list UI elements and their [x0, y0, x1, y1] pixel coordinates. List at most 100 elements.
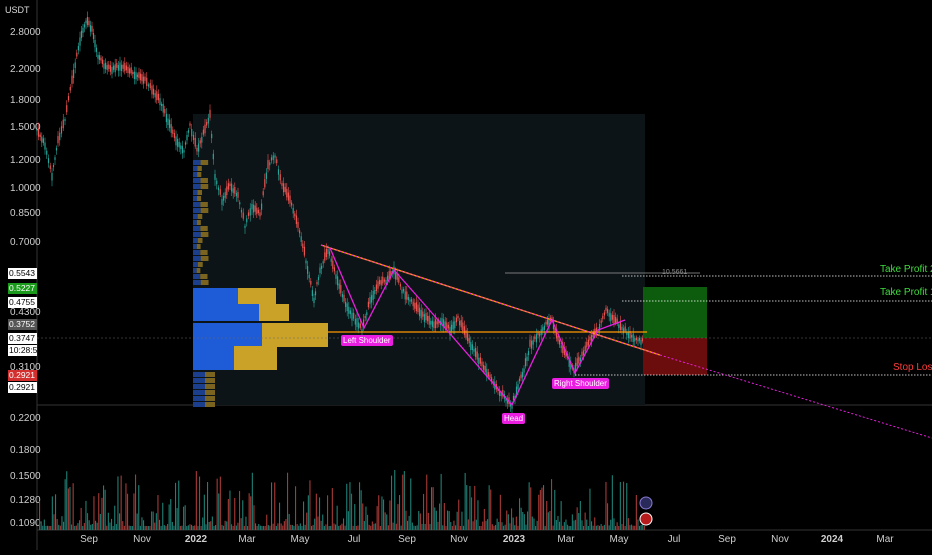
volume-bar — [471, 497, 473, 530]
volume-bar — [115, 524, 117, 530]
candle-body — [420, 309, 422, 319]
volume-bar — [424, 523, 426, 530]
candle-body — [172, 129, 174, 134]
price-tick-label: 0.7000 — [10, 237, 41, 248]
candle-body — [539, 333, 541, 337]
volume-bar — [611, 475, 613, 530]
volume-bar — [400, 525, 402, 530]
volume-bar — [607, 503, 609, 530]
volume-bar — [632, 525, 634, 530]
candle-body — [417, 304, 419, 313]
candle-body — [600, 320, 602, 324]
candle-body — [471, 344, 473, 351]
candle-body — [332, 260, 334, 269]
volume-bar — [435, 510, 437, 530]
volume-bar — [211, 516, 213, 530]
volume-bar — [392, 522, 394, 530]
volume-bar — [562, 525, 564, 530]
candle-body — [431, 320, 433, 327]
volume-profile-slice — [196, 268, 201, 273]
volume-bar — [168, 504, 170, 530]
volume-bar — [335, 524, 337, 530]
volume-bar — [411, 522, 413, 530]
volume-bar — [459, 525, 461, 530]
volume-bar — [408, 515, 410, 530]
candle-body — [616, 318, 618, 324]
volume-bar — [621, 524, 623, 530]
volume-bar — [299, 523, 301, 530]
candle-body — [599, 323, 601, 331]
candle-body — [545, 321, 547, 325]
volume-bar — [594, 517, 596, 530]
volume-profile-slice — [205, 372, 215, 377]
volume-bar — [207, 482, 209, 530]
volume-bar — [539, 490, 541, 530]
price-label: 0.2921 — [8, 382, 37, 393]
candle-body — [626, 331, 628, 335]
volume-bar — [487, 519, 489, 530]
candle-body — [615, 316, 617, 323]
volume-bar — [274, 482, 276, 530]
candle-body — [73, 69, 75, 79]
candle-body — [237, 192, 239, 198]
volume-bar — [346, 483, 348, 530]
volume-profile-slice — [193, 262, 198, 267]
volume-bar — [167, 524, 169, 530]
candle-body — [209, 109, 211, 118]
candle-body — [229, 183, 231, 187]
candle-body — [310, 280, 312, 285]
candle-body — [125, 65, 127, 71]
volume-profile-slice — [193, 250, 201, 255]
candle-body — [631, 335, 633, 338]
volume-bar — [205, 524, 207, 530]
candle-body — [382, 276, 384, 284]
volume-bar — [419, 513, 421, 530]
candle-body — [554, 328, 556, 332]
price-tick-label: 0.8500 — [10, 208, 41, 219]
price-tick-label: 0.3100 — [10, 362, 41, 373]
volume-profile-slice — [200, 226, 208, 231]
volume-bar — [586, 519, 588, 530]
candle-body — [351, 312, 353, 321]
candle-body — [130, 67, 132, 74]
candle-body — [583, 350, 585, 356]
candle-body — [375, 284, 377, 291]
candle-body — [117, 65, 119, 71]
candle-body — [135, 72, 137, 80]
volume-bar — [267, 525, 269, 530]
volume-bar — [483, 508, 485, 530]
candle-body — [610, 313, 612, 322]
candle-body — [506, 398, 509, 404]
candle-body — [187, 130, 190, 133]
volume-bar — [253, 505, 255, 530]
volume-bar — [368, 524, 370, 530]
candle-body — [327, 249, 329, 254]
volume-profile-bar — [193, 323, 262, 347]
volume-bar — [58, 524, 60, 530]
volume-bar — [504, 524, 506, 530]
volume-bar — [152, 511, 154, 530]
volume-bar — [349, 482, 351, 530]
volume-tick-label: 0.1090 — [10, 518, 41, 529]
volume-bar — [344, 525, 346, 530]
candle-body — [589, 336, 591, 341]
candle-body — [270, 157, 273, 161]
candle-body — [518, 378, 521, 382]
volume-bar — [583, 525, 585, 530]
price-tick-label: 0.4300 — [10, 307, 41, 318]
candle-body — [324, 252, 326, 261]
candle-body — [462, 322, 464, 332]
volume-profile-bar — [262, 323, 328, 347]
volume-profile-slice — [200, 250, 208, 255]
candle-body — [481, 361, 483, 367]
volume-bar — [218, 493, 220, 530]
candle-body — [388, 271, 390, 280]
volume-bar — [72, 483, 74, 530]
volume-bar — [266, 514, 268, 530]
candle-body — [257, 209, 259, 214]
volume-bar — [285, 519, 287, 530]
candle-body — [430, 320, 432, 325]
volume-profile-slice — [200, 184, 209, 189]
